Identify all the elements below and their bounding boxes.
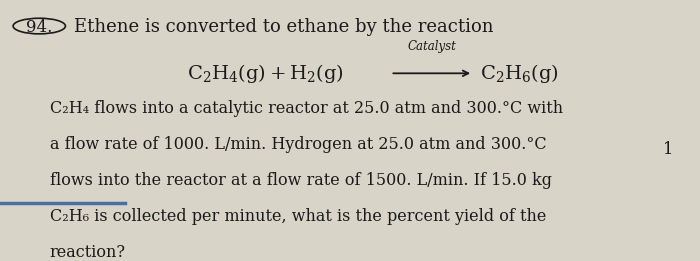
Text: C₂H₆ is collected per minute, what is the percent yield of the: C₂H₆ is collected per minute, what is th…	[50, 208, 546, 225]
Text: $\mathregular{C_2H_6(g)}$: $\mathregular{C_2H_6(g)}$	[480, 62, 559, 85]
Text: C₂H₄ flows into a catalytic reactor at 25.0 atm and 300.°C with: C₂H₄ flows into a catalytic reactor at 2…	[50, 100, 563, 117]
Text: reaction?: reaction?	[50, 244, 125, 261]
Text: $\mathregular{C_2H_4(g) + H_2(g)}$: $\mathregular{C_2H_4(g) + H_2(g)}$	[188, 62, 344, 85]
Text: Catalyst: Catalyst	[407, 40, 456, 53]
Text: flows into the reactor at a flow rate of 1500. L/min. If 15.0 kg: flows into the reactor at a flow rate of…	[50, 172, 552, 189]
Text: a flow rate of 1000. L/min. Hydrogen at 25.0 atm and 300.°C: a flow rate of 1000. L/min. Hydrogen at …	[50, 136, 546, 153]
Text: 1: 1	[662, 141, 673, 158]
Text: Ethene is converted to ethane by the reaction: Ethene is converted to ethane by the rea…	[74, 18, 494, 36]
Text: 94.: 94.	[26, 19, 52, 35]
